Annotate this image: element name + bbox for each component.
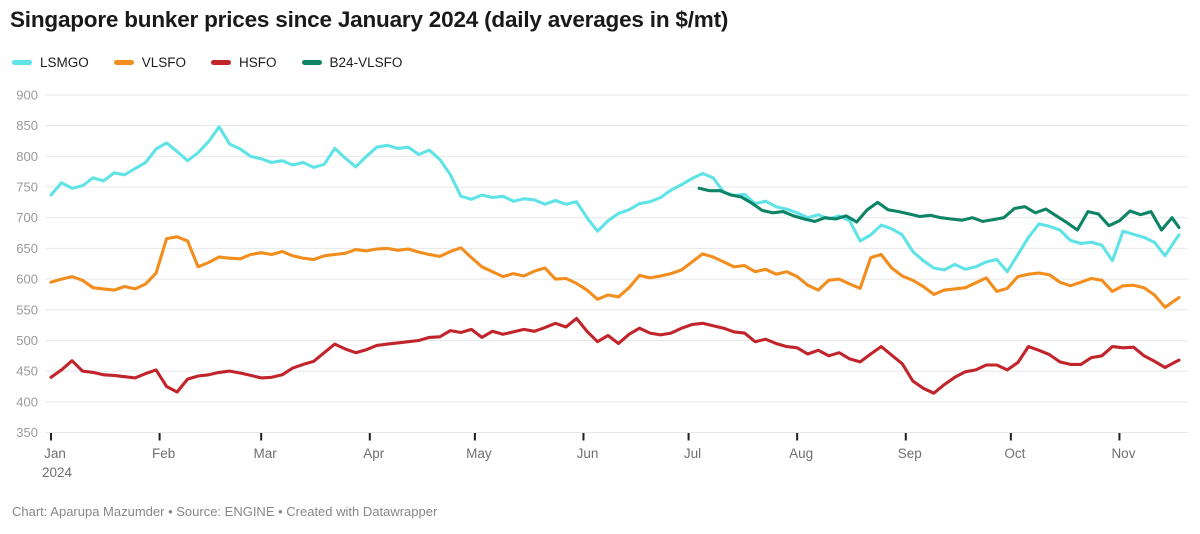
series-line-vlsfo xyxy=(49,235,1181,309)
y-axis-label-400: 400 xyxy=(16,394,38,409)
y-axis-label-750: 750 xyxy=(16,180,38,195)
chart-title: Singapore bunker prices since January 20… xyxy=(10,7,729,32)
chart-footer: Chart: Aparupa Mazumder • Source: ENGINE… xyxy=(12,504,438,519)
y-axis-label-700: 700 xyxy=(16,210,38,225)
y-axis-label-500: 500 xyxy=(16,333,38,348)
y-axis-label-600: 600 xyxy=(16,272,38,287)
legend-swatch-hsfo xyxy=(211,60,232,65)
legend: LSMGO VLSFO HSFO B24-VLSFO xyxy=(12,55,402,70)
legend-label-b24-vlsfo: B24-VLSFO xyxy=(329,55,403,70)
legend-item-vlsfo: VLSFO xyxy=(113,55,187,70)
series-line-lsmgo xyxy=(49,125,1181,274)
y-axis-label-900: 900 xyxy=(16,88,38,103)
x-axis-label-oct: Oct xyxy=(1004,446,1025,461)
x-axis-label-jun: Jun xyxy=(577,446,599,461)
x-axis-year-label: 2024 xyxy=(42,465,73,480)
x-axis-label-may: May xyxy=(466,446,492,461)
legend-swatch-b24-vlsfo xyxy=(301,60,322,65)
legend-swatch-lsmgo xyxy=(12,60,32,65)
legend-item-lsmgo: LSMGO xyxy=(12,55,89,70)
x-axis-label-feb: Feb xyxy=(152,446,175,461)
y-axis-label-350: 350 xyxy=(16,425,38,440)
legend-swatch-vlsfo xyxy=(113,60,134,65)
x-axis-label-jul: Jul xyxy=(684,446,701,461)
x-axis-label-nov: Nov xyxy=(1111,446,1135,461)
x-axis-label-mar: Mar xyxy=(254,446,278,461)
x-axis-label-apr: Apr xyxy=(363,446,385,461)
legend-label-lsmgo: LSMGO xyxy=(40,55,89,70)
legend-label-vlsfo: VLSFO xyxy=(141,55,187,70)
y-axis-label-800: 800 xyxy=(16,149,38,164)
legend-item-b24-vlsfo: B24-VLSFO xyxy=(301,55,403,70)
series-line-hsfo xyxy=(49,316,1181,395)
series-line-b24-vlsfo xyxy=(697,186,1181,232)
x-axis-label-sep: Sep xyxy=(898,446,922,461)
x-axis-label-jan: Jan xyxy=(44,446,66,461)
y-axis-label-850: 850 xyxy=(16,118,38,133)
y-axis-label-650: 650 xyxy=(16,241,38,256)
y-axis-label-450: 450 xyxy=(16,364,38,379)
legend-item-hsfo: HSFO xyxy=(211,55,277,70)
x-axis-label-aug: Aug xyxy=(789,446,813,461)
y-axis-label-550: 550 xyxy=(16,302,38,317)
legend-label-hsfo: HSFO xyxy=(239,55,277,70)
